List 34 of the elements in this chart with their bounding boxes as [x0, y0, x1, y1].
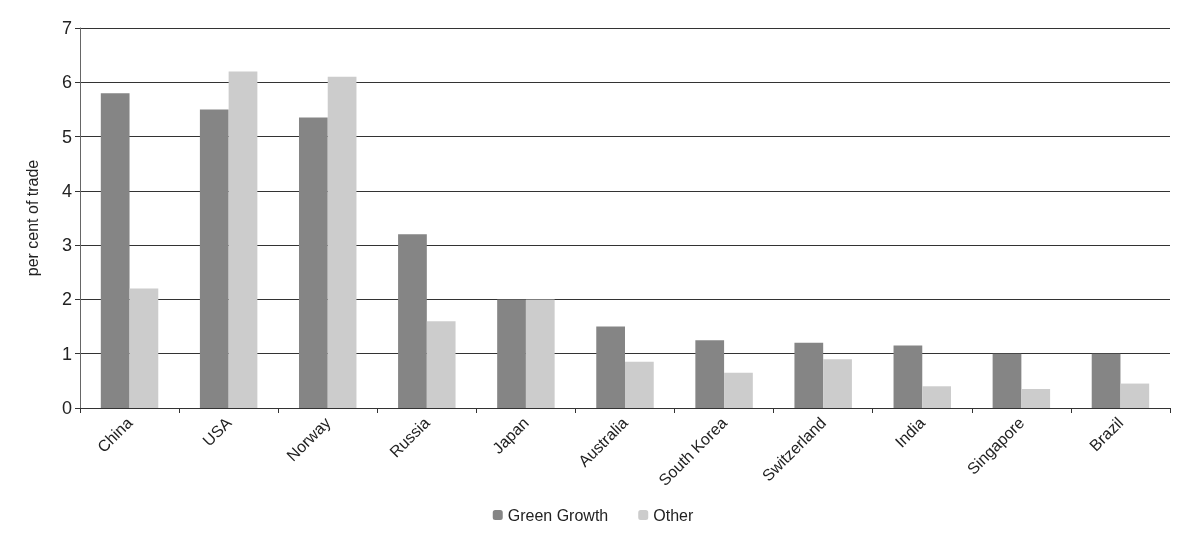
legend-label: Other	[653, 506, 694, 524]
bar	[129, 288, 159, 408]
bar	[298, 117, 328, 408]
bar	[922, 386, 952, 408]
bar	[426, 321, 456, 408]
bar	[695, 340, 725, 408]
bar	[228, 71, 258, 408]
bar	[794, 342, 824, 408]
legend-label: Green Growth	[507, 506, 609, 524]
y-tick-label: 3	[61, 235, 72, 256]
y-axis-title: per cent of trade	[23, 159, 41, 277]
bar	[327, 76, 357, 408]
bar	[497, 299, 526, 408]
bar	[398, 234, 427, 408]
bar	[625, 361, 654, 408]
y-tick-label: 7	[61, 18, 72, 38]
y-tick-label: 0	[61, 398, 72, 418]
bar	[992, 353, 1022, 408]
y-tick-label: 1	[61, 343, 72, 364]
bar	[893, 345, 923, 408]
bar	[596, 326, 625, 408]
x-tick-label: USA	[199, 413, 235, 450]
bar	[1021, 389, 1051, 408]
bar	[724, 372, 753, 408]
bar	[1120, 383, 1150, 408]
y-tick-label: 5	[61, 126, 72, 147]
y-tick-label: 2	[61, 289, 72, 310]
bar	[525, 299, 555, 408]
bar	[823, 359, 852, 408]
bar	[1091, 353, 1121, 408]
y-tick-label: 4	[61, 180, 72, 201]
bar	[199, 109, 229, 408]
y-tick-label: 6	[61, 72, 72, 93]
bar	[100, 93, 130, 408]
